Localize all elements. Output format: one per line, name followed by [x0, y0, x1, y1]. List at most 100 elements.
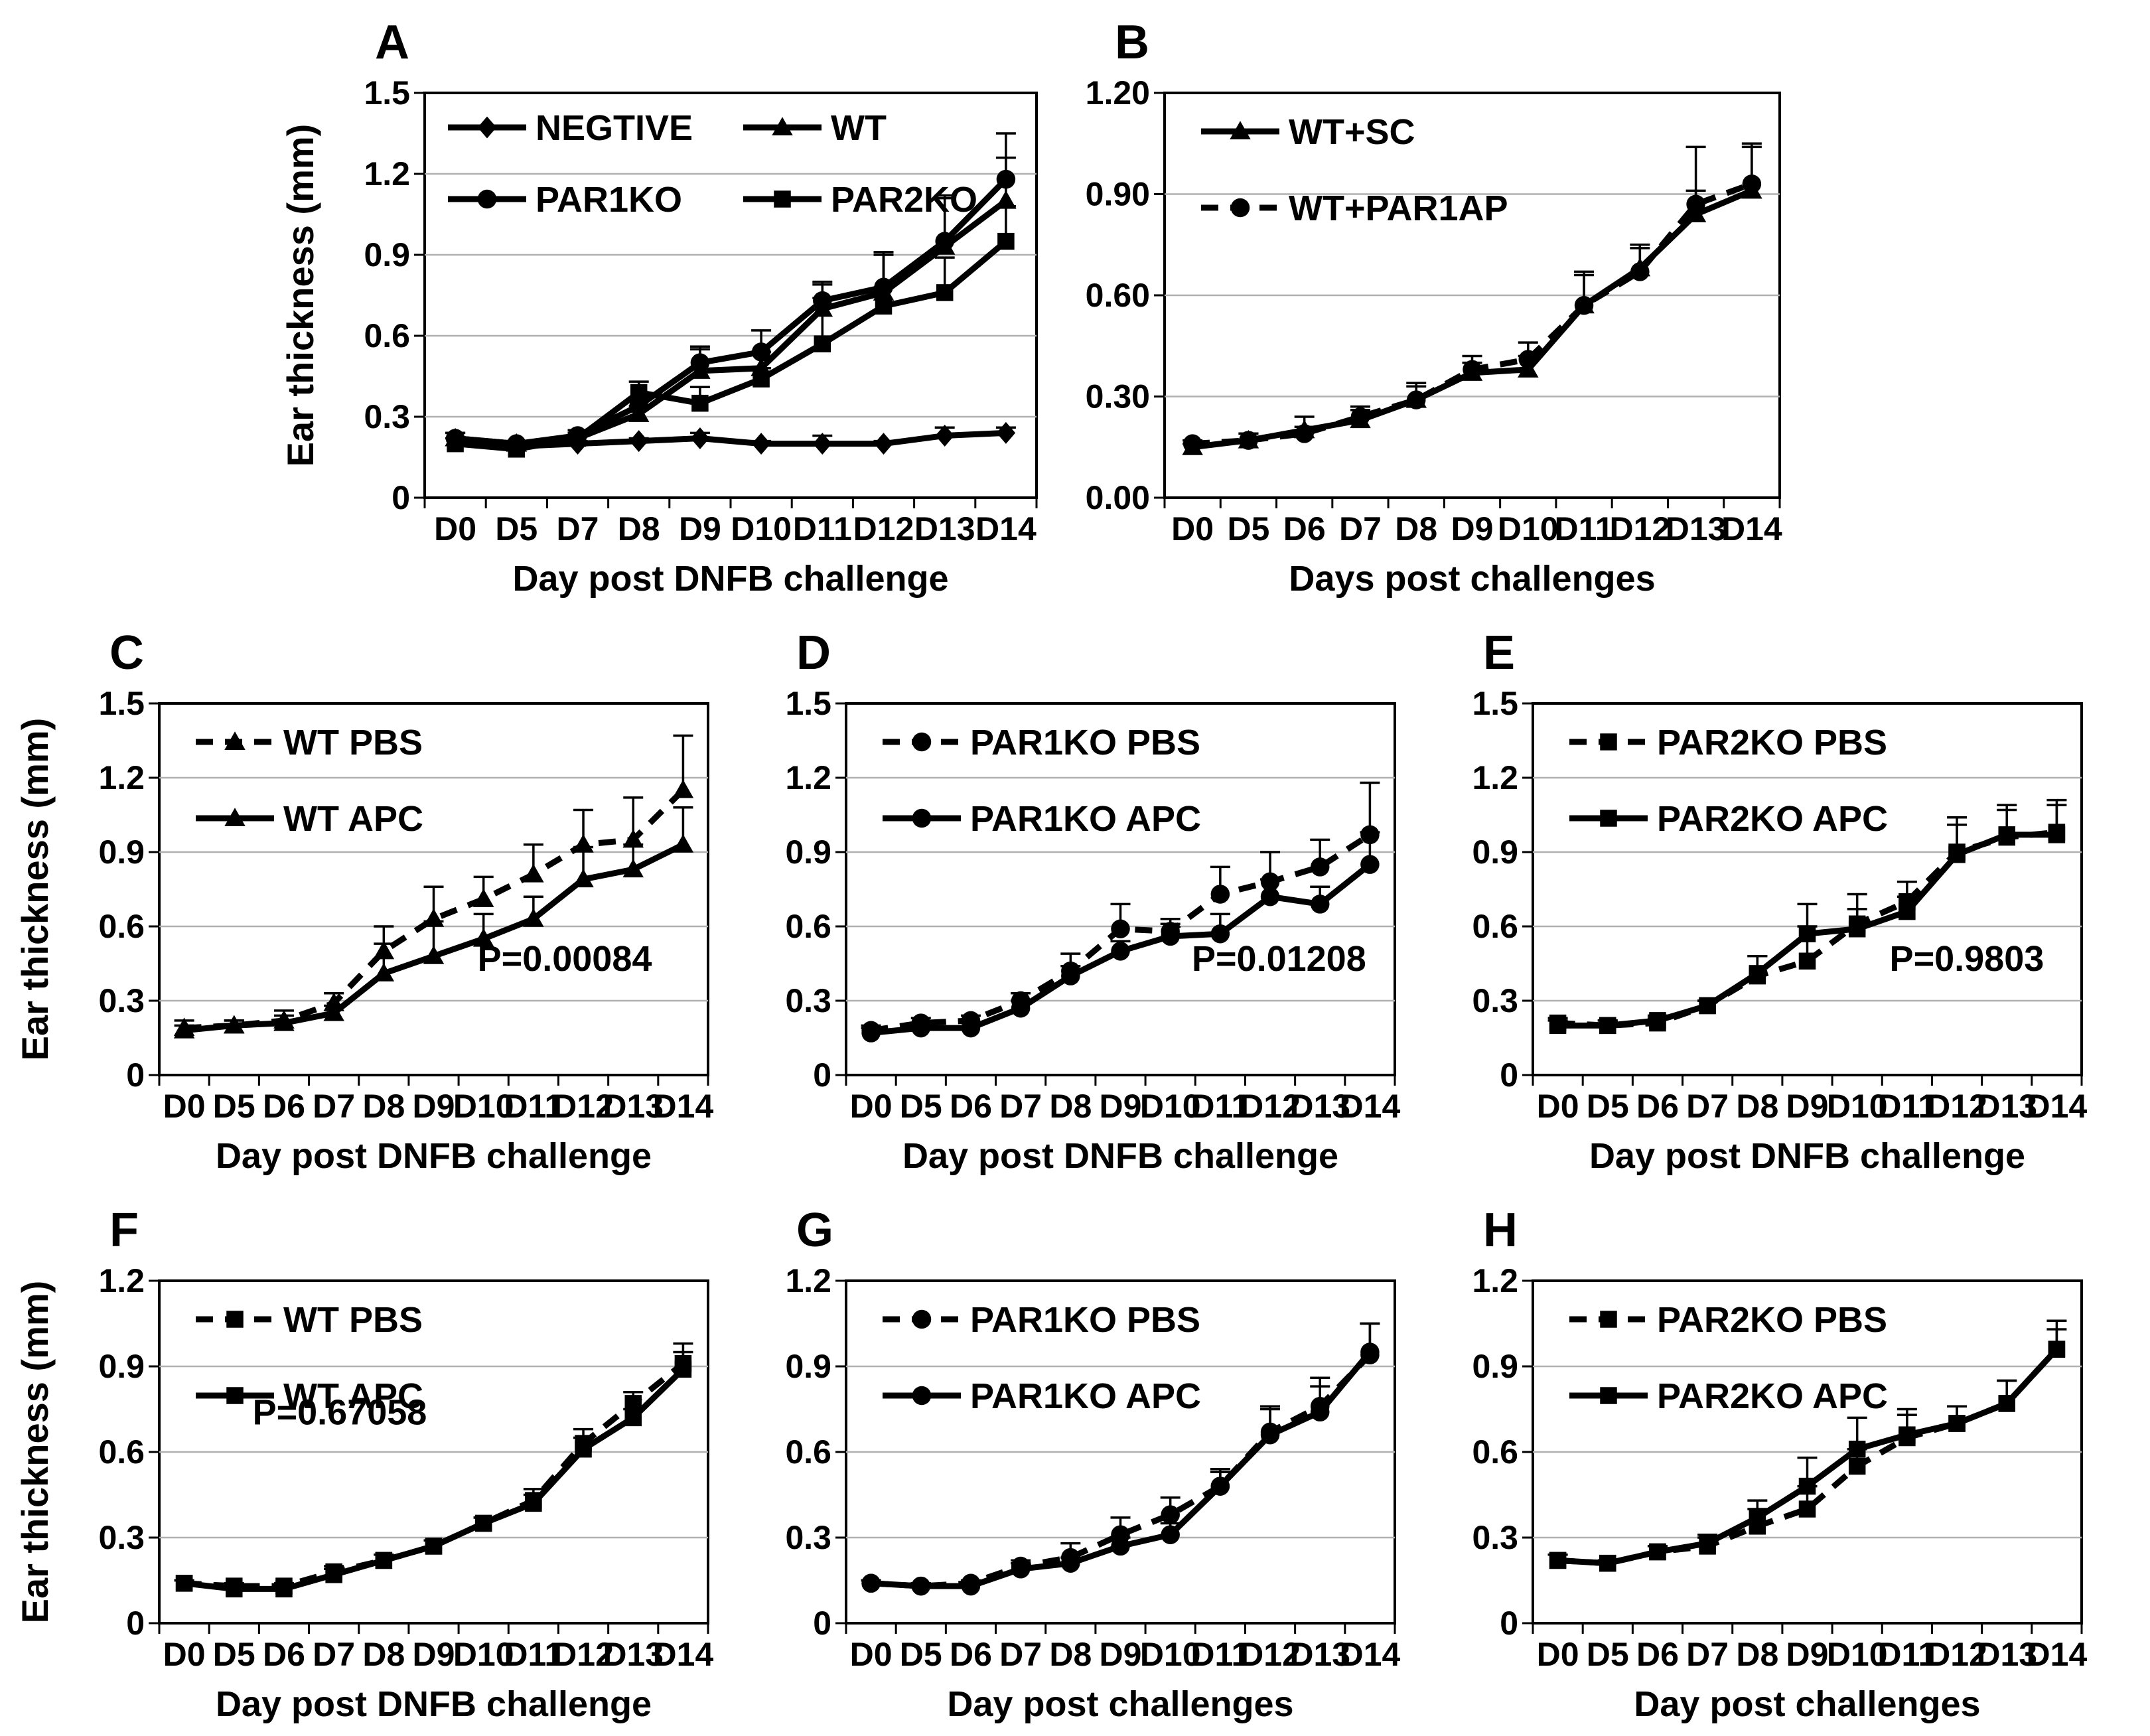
diamond-marker	[935, 424, 954, 447]
y-tick-label: 0	[813, 1605, 831, 1642]
square-marker	[275, 1580, 293, 1598]
x-tick-label: D5	[213, 1636, 255, 1673]
circle-marker	[1182, 434, 1202, 453]
y-tick-label: 0.9	[98, 833, 145, 871]
x-tick-label: D7	[557, 510, 599, 547]
y-tick-label: 1.5	[98, 685, 145, 722]
legend-square-marker	[1600, 810, 1617, 827]
square-marker	[936, 284, 954, 301]
panel-e: 0 0.3 0.6 0.9 1.2 1.5 D0 D5 D6 D7 D8 D9 D10 D11 D12 D13…	[1437, 611, 2100, 1188]
legend-triangle-marker	[1230, 121, 1251, 139]
series-markers-WT+PAR1AP	[1182, 175, 1762, 453]
circle-marker	[1463, 360, 1482, 380]
y-tick-label: 0.3	[364, 398, 410, 435]
chart-E: 0 0.3 0.6 0.9 1.2 1.5 D0 D5 D6 D7 D8 D9D10D11D12D13…	[1472, 626, 2088, 1176]
chart-D: 0 0.3 0.6 0.9 1.2 1.5 D0 D5 D6 D7 D8 D9D10D11D12D13…	[785, 626, 1401, 1176]
y-tick-label: 0.30	[1086, 378, 1150, 415]
x-tick-label: D9	[413, 1636, 455, 1673]
x-tick-label: D7	[313, 1636, 355, 1673]
legend-item-WT: WT	[743, 108, 887, 148]
legend-label: WT APC	[283, 799, 423, 839]
circle-marker	[1210, 1477, 1230, 1496]
circle-marker	[1061, 966, 1080, 985]
y-tick-label: 0.6	[785, 908, 831, 945]
series-markers-PAR1KO APC	[861, 1342, 1380, 1596]
square-marker	[630, 384, 648, 401]
panel-letter: C	[109, 626, 144, 680]
legend-label: PAR2KO PBS	[1657, 723, 1887, 762]
triangle-marker	[672, 779, 694, 798]
square-marker	[175, 1575, 193, 1592]
x-tick-label: D10	[453, 1088, 514, 1125]
triangle-marker	[523, 908, 544, 927]
square-marker	[569, 429, 587, 447]
x-tick-label: D12	[553, 1636, 614, 1673]
x-tick-label: D14	[2027, 1088, 2088, 1125]
legend-circle-marker	[912, 1309, 932, 1329]
x-tick-label: D8	[1049, 1636, 1092, 1673]
x-tick-label: D6	[263, 1636, 305, 1673]
square-marker	[997, 232, 1015, 250]
legend-item-WT+PAR1AP: WT+PAR1AP	[1201, 188, 1508, 228]
legend-label: WT	[831, 108, 887, 148]
triangle-marker	[622, 859, 644, 878]
x-axis-title: Days post challenges	[1289, 559, 1655, 599]
y-tick-label: 0.6	[98, 908, 145, 945]
legend-square-marker	[774, 190, 791, 208]
x-tick-label: D8	[1049, 1088, 1092, 1125]
x-tick-label: D0	[434, 510, 476, 547]
x-tick-label: D7	[1686, 1088, 1729, 1125]
square-marker	[814, 335, 831, 352]
circle-marker	[690, 353, 710, 372]
triangle-marker	[323, 1002, 344, 1021]
square-marker	[1798, 1477, 1816, 1495]
square-marker	[1599, 1017, 1616, 1035]
x-tick-label: D8	[1736, 1088, 1778, 1125]
legend-circle-marker	[477, 189, 497, 209]
x-tick-label: D8	[1395, 510, 1437, 547]
x-tick-label: D13	[1666, 510, 1727, 547]
panel-letter: H	[1483, 1204, 1518, 1257]
circle-marker	[935, 232, 954, 251]
circle-marker	[911, 1576, 931, 1596]
series-markers-PAR1KO APC	[861, 855, 1380, 1043]
circle-marker	[1518, 350, 1538, 369]
circle-marker	[1260, 872, 1280, 892]
y-tick-label: 0.3	[785, 1519, 831, 1556]
panel-d: 0 0.3 0.6 0.9 1.2 1.5 D0 D5 D6 D7 D8 D9 D10 D11 D12 D13…	[750, 611, 1413, 1188]
y-tick-label: 1.2	[785, 1262, 831, 1299]
y-tick-label: 1.5	[1472, 685, 1518, 722]
circle-marker	[911, 1018, 931, 1038]
x-tick-label: D7	[313, 1088, 355, 1125]
square-marker	[2048, 1340, 2066, 1358]
x-tick-label: D5	[1587, 1636, 1629, 1673]
y-tick-label: 0.6	[1472, 1433, 1518, 1471]
square-marker	[1798, 925, 1816, 942]
x-tick-label: D11	[504, 1088, 563, 1125]
p-value-label: P=0.67058	[253, 1393, 427, 1433]
square-marker	[525, 1494, 542, 1512]
circle-marker	[861, 1573, 881, 1593]
legend-square-marker	[1600, 733, 1617, 751]
x-tick-label: D14	[975, 510, 1037, 547]
legend-circle-marker	[912, 732, 932, 752]
x-tick-label: D5	[900, 1088, 942, 1125]
y-tick-label: 0.6	[364, 317, 410, 354]
x-tick-label: D0	[1537, 1088, 1579, 1125]
legend-item-PAR1KO PBS: PAR1KO PBS	[883, 1300, 1200, 1340]
x-tick-label: D14	[1340, 1088, 1401, 1125]
legend-triangle-marker	[224, 731, 246, 750]
legend-triangle-marker	[224, 808, 246, 826]
legend-item-PAR2KO APC: PAR2KO APC	[1569, 1376, 1888, 1416]
triangle-marker	[423, 946, 445, 964]
legend-label: PAR2KO PBS	[1657, 1300, 1887, 1340]
circle-marker	[961, 1018, 981, 1038]
circle-marker	[1210, 885, 1230, 904]
y-tick-label: 0	[126, 1056, 145, 1094]
y-tick-label: 1.5	[785, 685, 831, 722]
triangle-marker	[173, 1020, 195, 1039]
triangle-marker	[995, 190, 1017, 209]
diamond-marker	[690, 427, 710, 450]
x-tick-label: D14	[2027, 1636, 2088, 1673]
panel-g: 0 0.3 0.6 0.9 1.2 D0 D5 D6 D7 D8 D9 D10 D11 D12 D13 D14…	[750, 1188, 1413, 1736]
